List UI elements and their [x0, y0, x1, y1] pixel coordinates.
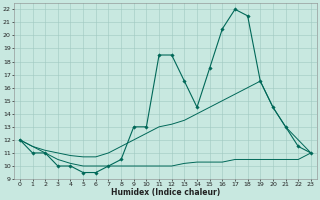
X-axis label: Humidex (Indice chaleur): Humidex (Indice chaleur)	[111, 188, 220, 197]
